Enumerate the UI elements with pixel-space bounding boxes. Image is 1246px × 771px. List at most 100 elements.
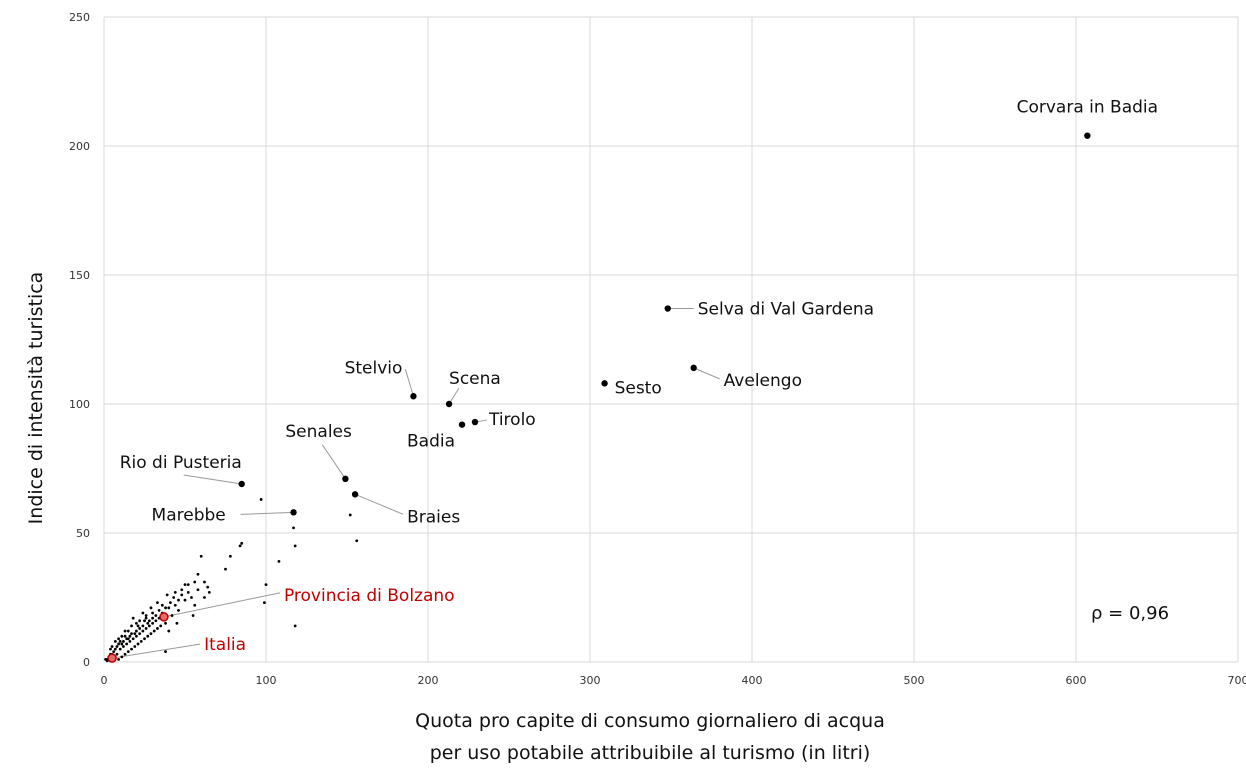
data-point <box>144 616 148 620</box>
labeled-point <box>601 380 608 387</box>
x-tick-label: 300 <box>580 674 601 687</box>
leader-line <box>354 493 404 515</box>
data-point <box>224 567 227 571</box>
data-point <box>259 498 263 501</box>
data-point <box>160 603 164 607</box>
data-point <box>146 621 150 625</box>
x-tick-label: 400 <box>742 674 763 687</box>
highlighted-point <box>107 653 117 663</box>
point-label: Badia <box>407 432 455 452</box>
data-point <box>133 632 137 636</box>
data-point <box>277 559 281 563</box>
data-point <box>147 619 151 623</box>
data-point <box>172 596 176 599</box>
labeled-point <box>664 305 671 312</box>
data-point <box>117 637 120 641</box>
data-point <box>125 642 129 646</box>
data-point <box>126 650 130 654</box>
data-point <box>193 580 197 584</box>
y-tick-label: 50 <box>76 527 90 540</box>
data-point <box>138 619 142 623</box>
point-label: Provincia di Bolzano <box>284 586 455 606</box>
point-label: Marebbe <box>152 505 226 525</box>
data-point <box>157 609 161 612</box>
data-point <box>206 585 210 589</box>
data-point <box>228 554 232 558</box>
data-point <box>133 645 137 648</box>
y-tick-labels: 0 50 100 150 200 250 <box>69 11 90 669</box>
data-point <box>136 642 140 646</box>
data-point <box>135 634 138 638</box>
data-point <box>164 621 167 625</box>
data-point <box>139 639 143 643</box>
data-point <box>118 639 122 643</box>
data-point <box>115 645 119 648</box>
labeled-point <box>1084 132 1091 139</box>
data-point <box>262 601 266 605</box>
leader-lines <box>112 308 720 659</box>
data-point <box>180 588 184 592</box>
point-label: Avelengo <box>724 371 802 391</box>
data-point <box>186 590 190 594</box>
data-point <box>207 590 211 594</box>
data-point <box>110 645 114 648</box>
data-point <box>156 627 159 630</box>
x-tick-label: 100 <box>256 674 277 687</box>
data-point <box>141 611 145 615</box>
data-point <box>196 572 200 576</box>
data-point <box>169 601 172 605</box>
data-point <box>151 621 155 625</box>
data-point <box>165 593 169 597</box>
data-point <box>348 513 352 517</box>
data-point <box>123 629 127 633</box>
data-point <box>120 634 124 638</box>
point-label: Corvara in Badia <box>1017 98 1158 118</box>
data-point <box>135 621 138 625</box>
leader-line <box>240 511 294 515</box>
data-point <box>144 627 148 630</box>
data-point <box>123 652 127 656</box>
data-point <box>191 614 195 617</box>
data-point <box>135 629 138 633</box>
data-point <box>144 614 148 617</box>
point-label: Senales <box>285 422 352 442</box>
data-point <box>159 624 163 628</box>
data-point <box>126 629 130 633</box>
data-point <box>122 639 125 643</box>
data-point <box>109 647 112 651</box>
leader-line <box>404 369 414 397</box>
leader-line <box>163 592 281 618</box>
data-point <box>186 583 190 586</box>
data-point <box>130 632 133 636</box>
data-point <box>154 614 158 617</box>
data-point <box>293 624 297 628</box>
data-point <box>183 583 187 586</box>
point-label: Braies <box>407 507 460 527</box>
point-label: Tirolo <box>488 410 536 430</box>
data-point <box>190 596 193 599</box>
data-point <box>143 637 146 641</box>
data-point <box>141 629 145 633</box>
data-point <box>173 590 177 594</box>
labeled-point <box>342 475 349 483</box>
data-point <box>128 634 132 638</box>
data-point <box>130 624 133 628</box>
x-tick-label: 500 <box>904 674 925 687</box>
data-point <box>151 611 155 615</box>
y-tick-label: 200 <box>69 140 90 153</box>
data-point <box>164 650 167 654</box>
data-point <box>141 624 145 628</box>
data-point <box>143 619 146 623</box>
data-point <box>293 544 297 548</box>
x-tick-labels: 0 100 200 300 400 500 600 700 <box>101 674 1246 687</box>
data-point <box>151 616 155 620</box>
data-point <box>123 634 127 638</box>
labeled-point <box>238 480 245 488</box>
highlighted-point <box>159 612 169 622</box>
data-point <box>138 627 142 630</box>
data-point <box>125 637 129 641</box>
x-axis-title-line-1: Quota pro capite di consumo giornaliero … <box>415 710 885 732</box>
labeled-point <box>351 491 359 498</box>
labeled-point <box>290 509 297 516</box>
labeled-point <box>471 418 479 426</box>
